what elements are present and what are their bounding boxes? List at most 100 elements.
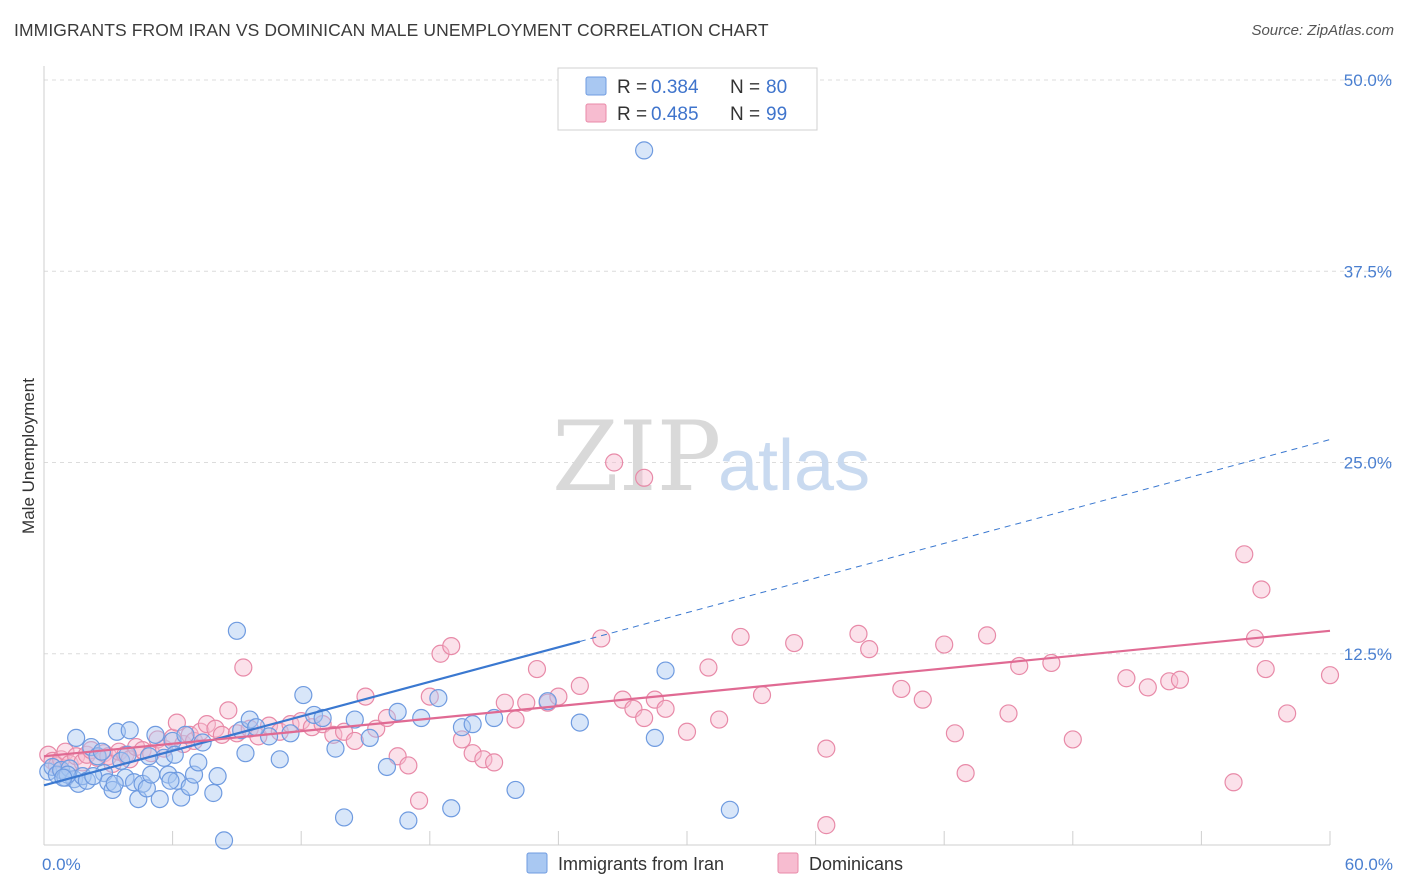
data-point — [677, 722, 697, 741]
y-tick-label: 25.0% — [1344, 454, 1392, 473]
source-credit: Source: ZipAtlas.com — [1251, 22, 1394, 39]
data-point — [399, 756, 418, 775]
data-point — [956, 763, 975, 783]
data-point — [77, 771, 96, 790]
bottom-legend-swatch-dominicans — [777, 852, 799, 874]
data-point — [817, 739, 836, 758]
data-point — [538, 692, 557, 711]
data-point — [142, 765, 161, 784]
data-point — [506, 710, 525, 729]
data-point — [429, 689, 448, 708]
data-point — [452, 718, 472, 737]
data-point — [227, 621, 246, 640]
data-point — [377, 757, 397, 777]
legend-r-label-iran: R = — [617, 77, 652, 98]
y-tick-label: 37.5% — [1344, 262, 1392, 281]
x-tick-label: 60.0% — [1345, 855, 1393, 874]
data-point — [592, 629, 611, 648]
legend-r-label-dominicans: R = — [617, 104, 652, 125]
legend-swatch-dominicans — [585, 103, 607, 123]
data-point — [635, 468, 654, 487]
chart-title: IMMIGRANTS FROM IRAN VS DOMINICAN MALE U… — [14, 20, 769, 40]
data-point — [1063, 730, 1082, 749]
data-point — [208, 767, 227, 786]
legend-r-value-dominicans: 0.485 — [651, 104, 699, 125]
data-point — [67, 728, 86, 748]
data-point — [1320, 666, 1340, 685]
data-point — [699, 658, 718, 677]
data-point — [259, 727, 279, 746]
data-point — [645, 728, 664, 748]
y-axis-label: Male Unemployment — [19, 378, 38, 534]
legend-n-label-dominicans: N = — [730, 104, 765, 125]
data-point — [234, 658, 253, 677]
data-point — [849, 624, 868, 643]
bottom-legend-swatch-iran — [526, 852, 548, 874]
data-point — [485, 753, 504, 772]
data-point — [334, 808, 354, 827]
data-point — [236, 744, 255, 763]
trendline-dominicans — [43, 629, 1331, 758]
series-legend: Immigrants from Iran Dominicans — [526, 852, 903, 874]
data-point — [731, 627, 750, 647]
legend-n-value-dominicans: 99 — [766, 104, 787, 125]
gridlines — [44, 79, 1395, 655]
data-point — [146, 725, 165, 744]
data-point — [360, 728, 379, 748]
data-point — [442, 636, 461, 656]
data-point — [635, 141, 654, 160]
data-point — [212, 725, 231, 744]
watermark: ZIP atlas — [552, 401, 870, 513]
correlation-legend: R = 0.384 N = 80 R = 0.485 N = 99 — [557, 67, 818, 131]
legend-n-value-iran: 80 — [766, 77, 787, 98]
data-point — [1235, 545, 1254, 564]
y-tick-label: 12.5% — [1344, 645, 1392, 664]
data-point — [1170, 670, 1190, 689]
watermark-zip: ZIP — [552, 401, 721, 513]
data-point — [270, 750, 289, 769]
data-point — [1138, 678, 1157, 697]
data-point — [105, 774, 124, 793]
data-point — [635, 708, 654, 728]
data-point — [945, 724, 965, 743]
data-point — [137, 779, 156, 798]
data-point — [570, 676, 589, 695]
data-point — [860, 640, 879, 659]
data-point — [785, 633, 804, 653]
data-point — [294, 685, 313, 705]
data-point — [710, 710, 729, 729]
data-point — [116, 768, 135, 787]
data-point — [189, 753, 208, 772]
data-point — [409, 791, 429, 810]
data-point — [1252, 580, 1271, 599]
data-point — [388, 702, 407, 721]
data-point — [817, 816, 836, 835]
data-point — [913, 690, 932, 709]
data-point — [197, 715, 216, 734]
x-tick-labels: 0.0% 60.0% — [42, 855, 1393, 874]
data-point — [463, 744, 482, 763]
data-point — [324, 725, 343, 744]
data-point — [935, 635, 954, 654]
legend-n-label-iran: N = — [730, 77, 765, 98]
data-point — [892, 679, 911, 699]
data-point — [120, 721, 139, 740]
watermark-atlas: atlas — [718, 426, 870, 506]
data-point — [399, 811, 418, 830]
axes — [43, 66, 1331, 846]
data-point — [999, 704, 1018, 723]
data-point — [752, 685, 772, 705]
data-point — [570, 713, 589, 732]
legend-swatch-iran — [585, 76, 607, 96]
data-point — [326, 739, 345, 758]
trendlines — [43, 439, 1331, 787]
data-point — [463, 715, 482, 734]
data-point — [204, 783, 223, 803]
x-tick-label: 0.0% — [42, 855, 81, 874]
legend-r-value-iran: 0.384 — [651, 77, 699, 98]
data-point — [506, 780, 525, 800]
trendline-iran — [43, 640, 581, 787]
data-point — [219, 701, 238, 720]
data-point — [1117, 669, 1136, 688]
